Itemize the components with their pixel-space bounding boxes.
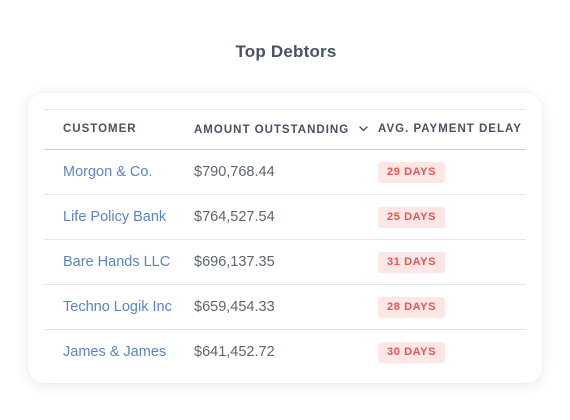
column-header-delay-label: AVG. PAYMENT DELAY [378, 123, 522, 135]
payment-delay-badge: 29 DAYS [378, 162, 446, 183]
customer-link[interactable]: James & James [63, 344, 167, 360]
table-row: Techno Logik Inc $659,454.33 28 DAYS [44, 285, 526, 330]
customer-link[interactable]: Morgon & Co. [63, 164, 153, 180]
payment-delay-badge: 25 DAYS [378, 207, 446, 228]
page-title: Top Debtors [235, 42, 337, 61]
amount-outstanding: $696,137.35 [194, 254, 275, 270]
amount-outstanding: $790,768.44 [194, 164, 275, 180]
amount-outstanding: $641,452.72 [194, 344, 275, 360]
column-header-amount-outstanding[interactable]: AMOUNT OUTSTANDING [194, 123, 369, 136]
chevron-down-icon[interactable] [359, 123, 369, 135]
column-header-customer-label: CUSTOMER [63, 123, 137, 135]
column-header-customer[interactable]: CUSTOMER [63, 123, 137, 135]
table-row: James & James $641,452.72 30 DAYS [44, 330, 526, 374]
amount-outstanding: $764,527.54 [194, 209, 275, 225]
column-header-avg-payment-delay[interactable]: AVG. PAYMENT DELAY [378, 123, 522, 135]
table-row: Morgon & Co. $790,768.44 29 DAYS [44, 150, 526, 195]
payment-delay-badge: 30 DAYS [378, 342, 446, 363]
debtors-table: CUSTOMER AMOUNT OUTSTANDING AVG. PAYMENT… [44, 109, 526, 374]
table-row: Bare Hands LLC $696,137.35 31 DAYS [44, 240, 526, 285]
customer-link[interactable]: Life Policy Bank [63, 209, 167, 225]
customer-link[interactable]: Bare Hands LLC [63, 254, 171, 270]
table-header-row: CUSTOMER AMOUNT OUTSTANDING AVG. PAYMENT… [44, 109, 526, 150]
column-header-amount-label: AMOUNT OUTSTANDING [194, 124, 350, 136]
payment-delay-badge: 31 DAYS [378, 252, 446, 273]
payment-delay-badge: 28 DAYS [378, 297, 446, 318]
customer-link[interactable]: Techno Logik Inc [63, 299, 172, 315]
table-row: Life Policy Bank $764,527.54 25 DAYS [44, 195, 526, 240]
amount-outstanding: $659,454.33 [194, 299, 275, 315]
top-debtors-card: CUSTOMER AMOUNT OUTSTANDING AVG. PAYMENT… [28, 93, 542, 383]
